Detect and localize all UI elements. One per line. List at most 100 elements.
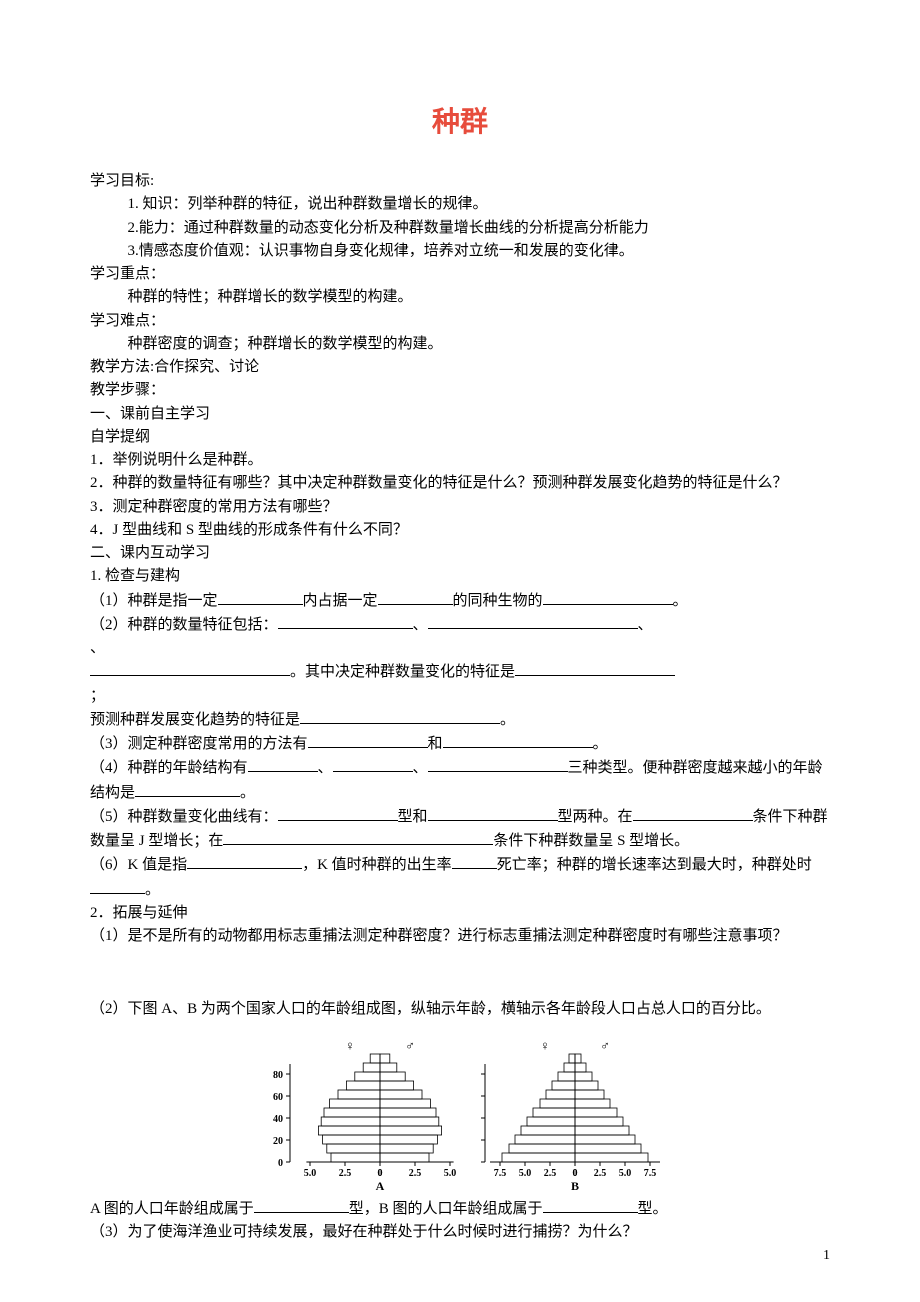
al2: 型，B 图的人口年龄组成属于 xyxy=(349,1201,543,1217)
q2h: 。 xyxy=(500,712,515,728)
svg-text:2.5: 2.5 xyxy=(339,1168,352,1179)
q3b: 和 xyxy=(428,736,443,752)
svg-text:0: 0 xyxy=(573,1168,578,1179)
q6a: （6）K 值是指 xyxy=(90,857,187,873)
q2e: 。其中决定种群数量变化的特征是 xyxy=(290,664,515,680)
svg-text:♂: ♂ xyxy=(600,1038,610,1053)
blank xyxy=(248,756,318,772)
svg-text:80: 80 xyxy=(273,1070,283,1081)
pre-label: 一、课前自主学习 xyxy=(90,403,830,426)
in-label: 二、课内互动学习 xyxy=(90,542,830,565)
question-2l3: 。其中决定种群数量变化的特征是 xyxy=(90,660,830,684)
svg-text:B: B xyxy=(571,1179,579,1192)
al1: A 图的人口年龄组成属于 xyxy=(90,1201,254,1217)
q2g: 预测种群发展变化趋势的特征是 xyxy=(90,712,300,728)
outline-label: 自学提纲 xyxy=(90,426,830,449)
spacer xyxy=(90,948,830,998)
q2f: ； xyxy=(90,688,105,704)
svg-text:2.5: 2.5 xyxy=(409,1168,422,1179)
ext-1: （1）是不是所有的动物都用标志重捕法测定种群密度？进行标志重捕法测定种群密度时有… xyxy=(90,925,830,948)
question-2l2: 、 xyxy=(90,637,830,660)
svg-text:5.0: 5.0 xyxy=(304,1168,317,1179)
section-focus-label: 学习重点： xyxy=(90,263,830,286)
blank xyxy=(428,756,568,772)
svg-text:0: 0 xyxy=(378,1168,383,1179)
blank xyxy=(300,708,500,724)
blank xyxy=(378,589,453,605)
blank xyxy=(90,660,290,676)
outline-4: 4．J 型曲线和 S 型曲线的形成条件有什么不同？ xyxy=(90,519,830,542)
blank xyxy=(278,805,398,821)
goal-3: 3.情感态度价值观：认识事物自身变化规律，培养对立统一和发展的变化律。 xyxy=(90,240,830,263)
blank xyxy=(543,589,673,605)
svg-text:A: A xyxy=(376,1179,385,1192)
q4a: （4）种群的年龄结构有 xyxy=(90,760,248,776)
check-label: 1. 检查与建构 xyxy=(90,565,830,588)
blank xyxy=(515,660,675,676)
body-content: 学习目标: 1. 知识：列举种群的特征，说出种群数量增长的规律。 2.能力：通过… xyxy=(90,170,830,1244)
answer-line: A 图的人口年龄组成属于 型，B 图的人口年龄组成属于 型。 xyxy=(90,1197,830,1221)
q4e: 。 xyxy=(240,785,255,801)
q6d: 。 xyxy=(145,882,160,898)
goal-1: 1. 知识：列举种群的特征，说出种群数量增长的规律。 xyxy=(90,193,830,216)
q2c: 、 xyxy=(638,617,653,633)
svg-text:40: 40 xyxy=(273,1114,283,1125)
question-2l5: 预测种群发展变化趋势的特征是 。 xyxy=(90,708,830,732)
blank xyxy=(428,613,638,629)
svg-text:20: 20 xyxy=(273,1136,283,1147)
population-pyramid-chart: 0204060805.02.5002.55.0♀♂A7.55.02.5002.5… xyxy=(245,1037,675,1192)
q1d: 。 xyxy=(673,593,688,609)
blank xyxy=(443,732,593,748)
outline-1: 1．举例说明什么是种群。 xyxy=(90,449,830,472)
question-5: （5）种群数量变化曲线有：型和型两种。在条件下种群数量呈 J 型增长；在条件下种… xyxy=(90,805,830,854)
steps-label: 教学步骤： xyxy=(90,379,830,402)
section-goals-label: 学习目标: xyxy=(90,170,830,193)
q3a: （3）测定种群密度常用的方法有 xyxy=(90,736,308,752)
svg-text:5.0: 5.0 xyxy=(444,1168,457,1179)
svg-text:2.5: 2.5 xyxy=(594,1168,607,1179)
blank xyxy=(633,805,753,821)
document-page: 种群 学习目标: 1. 知识：列举种群的特征，说出种群数量增长的规律。 2.能力… xyxy=(0,0,920,1284)
al3: 型。 xyxy=(638,1201,668,1217)
q6c: 死亡率；种群的增长速率达到最大时，种群处时 xyxy=(497,857,812,873)
q5a: （5）种群数量变化曲线有： xyxy=(90,809,278,825)
svg-text:60: 60 xyxy=(273,1092,283,1103)
question-2: （2）种群的数量特征包括： 、 、 xyxy=(90,613,830,637)
blank xyxy=(90,878,145,894)
svg-text:2.5: 2.5 xyxy=(544,1168,557,1179)
blank xyxy=(543,1197,638,1213)
outline-3: 3．测定种群密度的常用方法有哪些？ xyxy=(90,496,830,519)
q1c: 的同种生物的 xyxy=(453,593,543,609)
ext-2: （2）下图 A、B 为两个国家人口的年龄组成图，纵轴示年龄，横轴示各年龄段人口占… xyxy=(90,998,830,1021)
q5e: 条件下种群数量呈 S 型增长。 xyxy=(493,833,689,849)
q2a: （2）种群的数量特征包括： xyxy=(90,617,278,633)
blank xyxy=(278,613,413,629)
q2d: 、 xyxy=(90,640,105,656)
blank xyxy=(308,732,428,748)
blank xyxy=(333,756,413,772)
blank xyxy=(187,853,302,869)
page-title: 种群 xyxy=(90,100,830,140)
question-1: （1）种群是指一定内占据一定的同种生物的。 xyxy=(90,589,830,613)
ext-label: 2．拓展与延伸 xyxy=(90,902,830,925)
svg-text:5.0: 5.0 xyxy=(519,1168,532,1179)
focus-text: 种群的特性；种群增长的数学模型的构建。 xyxy=(90,286,830,309)
svg-text:♀: ♀ xyxy=(345,1038,355,1053)
q5b: 型和 xyxy=(398,809,428,825)
method-label: 教学方法:合作探究、讨论 xyxy=(90,356,830,379)
svg-text:7.5: 7.5 xyxy=(494,1168,507,1179)
q2b: 、 xyxy=(413,617,428,633)
q4b: 、 xyxy=(318,760,333,776)
question-2l4: ； xyxy=(90,685,830,708)
goal-2: 2.能力：通过种群数量的动态变化分析及种群数量增长曲线的分析提高分析能力 xyxy=(90,217,830,240)
page-number: 1 xyxy=(823,1248,830,1264)
question-6: （6）K 值是指 ，K 值时种群的出生率 死亡率；种群的增长速率达到最大时，种群处时… xyxy=(90,853,830,902)
q6b: ，K 值时种群的出生率 xyxy=(302,857,452,873)
diff-text: 种群密度的调查；种群增长的数学模型的构建。 xyxy=(90,333,830,356)
pyramid-svg: 0204060805.02.5002.55.0♀♂A7.55.02.5002.5… xyxy=(245,1037,675,1192)
q1a: （1）种群是指一定 xyxy=(90,593,218,609)
svg-text:♂: ♂ xyxy=(405,1038,415,1053)
blank xyxy=(135,781,240,797)
blank xyxy=(218,589,303,605)
svg-text:♀: ♀ xyxy=(540,1038,550,1053)
